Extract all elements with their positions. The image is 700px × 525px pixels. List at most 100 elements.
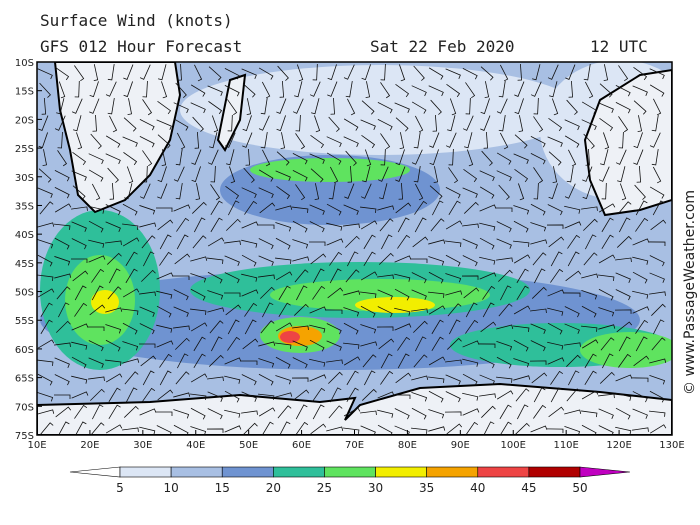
barb: [399, 64, 406, 82]
barb: [533, 387, 546, 403]
barb: [361, 64, 371, 81]
barb: [295, 133, 306, 150]
barb: [345, 235, 360, 248]
barb: [411, 392, 428, 402]
barb: [309, 221, 325, 233]
barb: [122, 288, 140, 298]
barb: [530, 222, 547, 232]
barb: [71, 206, 88, 211]
barb: [461, 275, 479, 280]
barb: [547, 322, 563, 335]
barb: [653, 319, 665, 335]
barb: [601, 182, 607, 200]
barb: [394, 307, 411, 316]
barb: [208, 101, 223, 115]
barb: [479, 374, 495, 385]
barb: [37, 409, 55, 415]
barb: [89, 304, 106, 316]
barb: [632, 85, 648, 96]
barb: [615, 149, 627, 165]
barb: [547, 307, 564, 316]
barb: [207, 257, 224, 264]
barb: [632, 256, 649, 265]
barb: [582, 166, 593, 182]
barb: [635, 200, 648, 216]
barb: [399, 132, 405, 150]
barb: [377, 274, 394, 280]
barb: [394, 408, 410, 420]
barb: [635, 319, 649, 334]
barb: [480, 321, 497, 333]
barb: [568, 80, 574, 98]
barb: [227, 336, 241, 351]
barb: [515, 388, 530, 402]
barb: [55, 67, 70, 81]
barb: [88, 255, 106, 263]
barb: [482, 302, 495, 318]
barb: [530, 340, 546, 352]
barb: [563, 292, 581, 298]
barb: [632, 427, 649, 432]
barb: [295, 285, 308, 301]
barb: [479, 186, 495, 199]
barb: [276, 151, 290, 166]
barb: [277, 405, 292, 419]
barb: [139, 306, 155, 317]
barb: [56, 320, 71, 333]
barb: [599, 83, 613, 98]
barb: [481, 150, 493, 166]
barb: [428, 426, 446, 432]
barb: [413, 132, 421, 149]
barb: [173, 166, 185, 182]
barb: [343, 118, 359, 131]
barb: [309, 374, 327, 382]
barb: [225, 185, 240, 200]
colorbar-label: 20: [266, 481, 281, 495]
barb: [225, 304, 242, 316]
barb: [649, 186, 665, 199]
barb: [142, 150, 153, 167]
barb: [210, 184, 221, 201]
barb: [279, 421, 291, 435]
barb: [547, 357, 565, 365]
barb: [292, 220, 308, 233]
barb: [361, 135, 376, 149]
barb: [343, 427, 360, 435]
barb: [598, 307, 615, 317]
barb: [243, 422, 258, 435]
barb: [430, 99, 442, 115]
barb: [412, 236, 429, 248]
barb: [310, 423, 327, 435]
barb: [328, 371, 343, 384]
barb: [566, 354, 581, 367]
barb: [513, 153, 529, 164]
barb: [40, 302, 53, 318]
barb: [207, 408, 223, 420]
barb: [550, 370, 564, 385]
barb: [329, 387, 342, 403]
barb: [293, 389, 310, 401]
barb: [360, 291, 377, 299]
barb: [653, 98, 662, 116]
barb: [325, 309, 343, 315]
barb: [447, 303, 462, 317]
barb: [581, 273, 599, 279]
barb: [397, 234, 411, 249]
barb: [345, 150, 357, 166]
barb: [564, 221, 582, 229]
barb: [498, 303, 513, 317]
barb: [431, 200, 444, 216]
barb: [56, 286, 71, 300]
barb: [241, 239, 258, 248]
barb: [377, 102, 393, 114]
colorbar-low: [69, 466, 121, 478]
barb: [54, 357, 70, 368]
barb: [479, 170, 495, 182]
barb: [122, 341, 139, 351]
barb: [195, 183, 201, 201]
barb: [393, 394, 411, 400]
barb: [414, 336, 427, 352]
barb: [37, 288, 55, 298]
barb: [125, 387, 138, 403]
barb: [193, 353, 206, 369]
